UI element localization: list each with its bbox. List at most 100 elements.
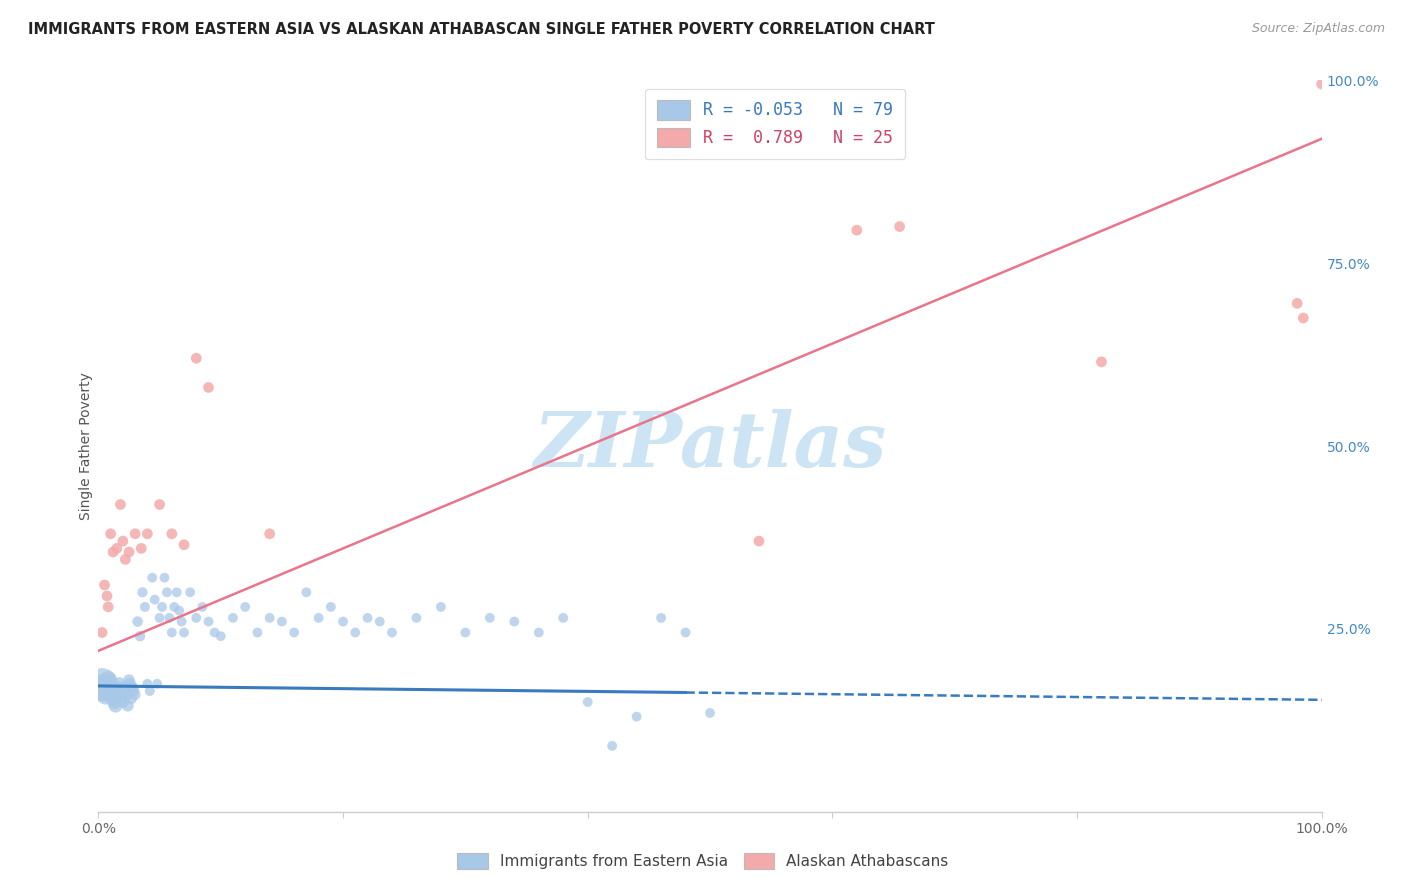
Point (1310, 77, 1333, 91)
Point (503, 615, 526, 629)
Text: Source: ZipAtlas.com: Source: ZipAtlas.com (1251, 22, 1385, 36)
Point (120, 676, 142, 690)
Point (356, 611, 378, 625)
Text: IMMIGRANTS FROM EASTERN ASIA VS ALASKAN ATHABASCAN SINGLE FATHER POVERTY CORRELA: IMMIGRANTS FROM EASTERN ASIA VS ALASKAN … (28, 22, 935, 37)
Point (197, 615, 219, 629)
Point (115, 688, 138, 702)
Point (93, 684, 115, 698)
Point (124, 688, 146, 702)
Point (270, 615, 294, 629)
Point (101, 545, 124, 559)
Point (110, 688, 132, 702)
Point (259, 611, 281, 625)
Point (134, 599, 156, 614)
Point (845, 223, 868, 237)
Point (163, 599, 186, 614)
Point (122, 684, 145, 698)
Point (209, 629, 232, 643)
Point (139, 684, 162, 698)
Text: ZIPatlas: ZIPatlas (533, 409, 887, 483)
Point (405, 611, 427, 625)
Point (160, 526, 183, 541)
Point (101, 691, 124, 706)
Point (222, 611, 245, 625)
Point (889, 219, 911, 234)
Point (143, 592, 166, 607)
Point (104, 698, 127, 713)
Point (454, 625, 477, 640)
Legend: R = -0.053   N = 79, R =  0.789   N = 25: R = -0.053 N = 79, R = 0.789 N = 25 (645, 88, 905, 159)
Point (121, 681, 143, 695)
Point (160, 625, 183, 640)
Legend: Immigrants from Eastern Asia, Alaskan Athabascans: Immigrants from Eastern Asia, Alaskan At… (451, 847, 955, 875)
Point (576, 695, 599, 709)
Point (100, 684, 122, 698)
Point (103, 695, 125, 709)
Point (626, 709, 648, 723)
Point (107, 684, 129, 698)
Point (167, 603, 190, 617)
Point (91, 681, 114, 695)
Point (553, 611, 575, 625)
Point (131, 585, 153, 599)
Point (146, 676, 169, 690)
Point (748, 534, 770, 549)
Point (110, 498, 132, 512)
Point (186, 611, 208, 625)
Point (156, 585, 179, 599)
Point (149, 498, 172, 512)
Point (141, 571, 163, 585)
Point (105, 681, 128, 695)
Point (204, 625, 226, 640)
Point (136, 676, 159, 690)
Point (295, 585, 318, 599)
Point (111, 534, 134, 549)
Point (149, 611, 172, 625)
Point (1292, 311, 1315, 326)
Point (94, 688, 117, 702)
Point (108, 676, 131, 690)
Point (136, 526, 159, 541)
Point (96, 676, 118, 690)
Point (478, 611, 501, 625)
Point (111, 691, 134, 706)
Point (699, 706, 721, 720)
Point (111, 695, 134, 709)
Point (91, 676, 114, 690)
Point (114, 684, 136, 698)
Point (186, 351, 208, 366)
Point (381, 625, 404, 640)
Point (197, 380, 219, 394)
Point (117, 698, 139, 713)
Point (101, 688, 124, 702)
Y-axis label: Single Father Poverty: Single Father Poverty (79, 372, 93, 520)
Point (600, 739, 623, 753)
Point (430, 599, 453, 614)
Point (93, 578, 115, 592)
Point (179, 585, 201, 599)
Point (368, 615, 391, 629)
Point (97, 599, 120, 614)
Point (308, 611, 330, 625)
Point (114, 552, 136, 566)
Point (319, 599, 342, 614)
Point (129, 541, 152, 556)
Point (118, 673, 141, 687)
Point (259, 526, 281, 541)
Point (153, 571, 176, 585)
Point (157, 611, 180, 625)
Point (1286, 296, 1309, 310)
Point (1090, 355, 1112, 369)
Point (112, 681, 135, 695)
Point (166, 585, 188, 599)
Point (124, 526, 146, 541)
Point (173, 625, 195, 640)
Point (91, 625, 114, 640)
Point (100, 526, 122, 541)
Point (120, 691, 142, 706)
Point (127, 615, 149, 629)
Point (650, 611, 672, 625)
Point (527, 625, 550, 640)
Point (246, 625, 269, 640)
Point (98, 681, 121, 695)
